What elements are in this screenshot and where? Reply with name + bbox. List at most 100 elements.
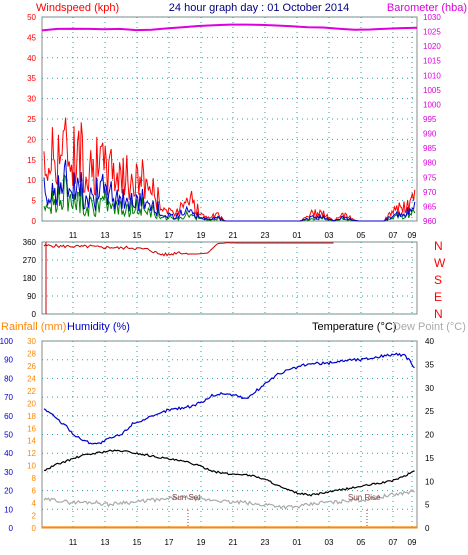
wind-y-tick: 0	[32, 217, 37, 226]
barometer-series	[41, 23, 418, 32]
rainfall-y-tick: 18	[27, 412, 36, 421]
wind-y-tick: 5	[32, 197, 37, 206]
wind-x-tick: 09	[408, 231, 417, 240]
temperature-series	[43, 449, 415, 497]
barometer-y-tick: 1015	[423, 57, 441, 66]
weather-x-tick: 03	[325, 538, 334, 547]
humidity-y-tick: 40	[4, 449, 13, 458]
wind-x-tick: 01	[293, 231, 302, 240]
wind-y-tick: 40	[27, 54, 36, 63]
weather-x-tick: 09	[408, 538, 417, 547]
windspeed-header: Windspeed (kph)	[36, 2, 119, 14]
wind-y-tick: 20	[27, 135, 36, 144]
wind-y-tick: 30	[27, 95, 36, 104]
weather-x-tick: 07	[389, 538, 398, 547]
barometer-y-tick: 985	[423, 144, 437, 153]
rainfall-y-tick: 30	[27, 337, 36, 346]
weather-x-tick: 13	[101, 538, 110, 547]
barometer-y-tick: 960	[423, 217, 437, 226]
compass-e: E	[434, 290, 442, 304]
rainfall-y-tick: 24	[27, 374, 36, 383]
wind-x-tick: 17	[165, 231, 174, 240]
sunrise-label: Sun Rise	[348, 493, 381, 502]
barometer-y-tick: 990	[423, 130, 437, 139]
wind-y-tick: 35	[27, 74, 36, 83]
direction-y-tick: 90	[27, 292, 36, 301]
weather-x-tick: 23	[261, 538, 270, 547]
rainfall-y-tick: 16	[27, 424, 36, 433]
wind-x-tick: 05	[357, 231, 366, 240]
barometer-header: Barometer (hba)	[387, 2, 467, 14]
barometer-y-tick: 1025	[423, 28, 441, 37]
rainfall-y-tick: 26	[27, 362, 36, 371]
compass-s: S	[434, 273, 442, 287]
rainfall-y-tick: 12	[27, 449, 36, 458]
temperature-y-tick: 35	[425, 360, 434, 369]
temperature-header: Temperature (°C)	[312, 321, 396, 333]
temperature-y-tick: 10	[425, 477, 434, 486]
weather-x-tick: 01	[293, 538, 302, 547]
barometer-y-tick: 1010	[423, 71, 441, 80]
rainfall-header: Rainfall (mm)	[1, 321, 66, 333]
wind-x-tick: 15	[133, 231, 142, 240]
rainfall-y-tick: 6	[32, 487, 37, 496]
rainfall-y-tick: 10	[27, 462, 36, 471]
date-header: 24 hour graph day : 01 October 2014	[169, 2, 349, 14]
rainfall-y-tick: 20	[27, 399, 36, 408]
rainfall-y-tick: 14	[27, 437, 36, 446]
dew-point-header: Dew Point (°C)	[393, 321, 466, 333]
temperature-y-tick: 25	[425, 407, 434, 416]
rainfall-y-tick: 0	[32, 524, 37, 533]
barometer-y-tick: 1000	[423, 100, 441, 109]
humidity-y-tick: 0	[9, 524, 14, 533]
wind-x-tick: 07	[389, 231, 398, 240]
barometer-y-tick: 980	[423, 159, 437, 168]
temperature-y-tick: 5	[425, 501, 430, 510]
temperature-y-tick: 30	[425, 384, 434, 393]
wind-x-tick: 11	[69, 231, 78, 240]
temperature-y-tick: 40	[425, 337, 434, 346]
compass-n-top: N	[434, 239, 443, 253]
sunset-label: Sun Set	[172, 493, 201, 502]
barometer-y-tick: 1020	[423, 42, 441, 51]
wind-y-tick: 10	[27, 176, 36, 185]
wind-y-tick: 45	[27, 33, 36, 42]
wind-x-tick: 19	[197, 231, 206, 240]
wind-y-tick: 15	[27, 156, 36, 165]
wind-x-tick: 03	[325, 231, 334, 240]
direction-y-tick: 360	[23, 238, 37, 247]
humidity-y-tick: 30	[4, 468, 13, 477]
rainfall-y-tick: 8	[32, 474, 37, 483]
barometer-y-tick: 975	[423, 173, 437, 182]
temperature-y-tick: 20	[425, 431, 434, 440]
barometer-y-tick: 1030	[423, 13, 441, 22]
humidity-y-tick: 80	[4, 374, 13, 383]
humidity-y-tick: 10	[4, 505, 13, 514]
wind-average-series	[43, 159, 416, 222]
compass-n-bottom: N	[434, 307, 443, 321]
wind-direction-series	[43, 242, 334, 257]
direction-y-tick: 180	[23, 274, 37, 283]
rainfall-y-tick: 2	[32, 512, 37, 521]
barometer-y-tick: 965	[423, 202, 437, 211]
barometer-y-tick: 1005	[423, 86, 441, 95]
barometer-y-tick: 970	[423, 188, 437, 197]
compass-w: W	[434, 256, 446, 270]
dew-point-series	[43, 489, 415, 510]
weather-x-tick: 17	[165, 538, 174, 547]
direction-y-tick: 270	[23, 256, 37, 265]
humidity-y-tick: 60	[4, 412, 13, 421]
weather-x-tick: 21	[229, 538, 238, 547]
humidity-series	[43, 352, 415, 445]
humidity-y-tick: 100	[0, 337, 14, 346]
temperature-y-tick: 15	[425, 454, 434, 463]
barometer-y-tick: 995	[423, 115, 437, 124]
weather-x-tick: 15	[133, 538, 142, 547]
rainfall-y-tick: 28	[27, 349, 36, 358]
wind-x-tick: 23	[261, 231, 270, 240]
humidity-y-tick: 90	[4, 356, 13, 365]
wind-y-tick: 50	[27, 13, 36, 22]
wind-x-tick: 21	[229, 231, 238, 240]
humidity-y-tick: 50	[4, 431, 13, 440]
